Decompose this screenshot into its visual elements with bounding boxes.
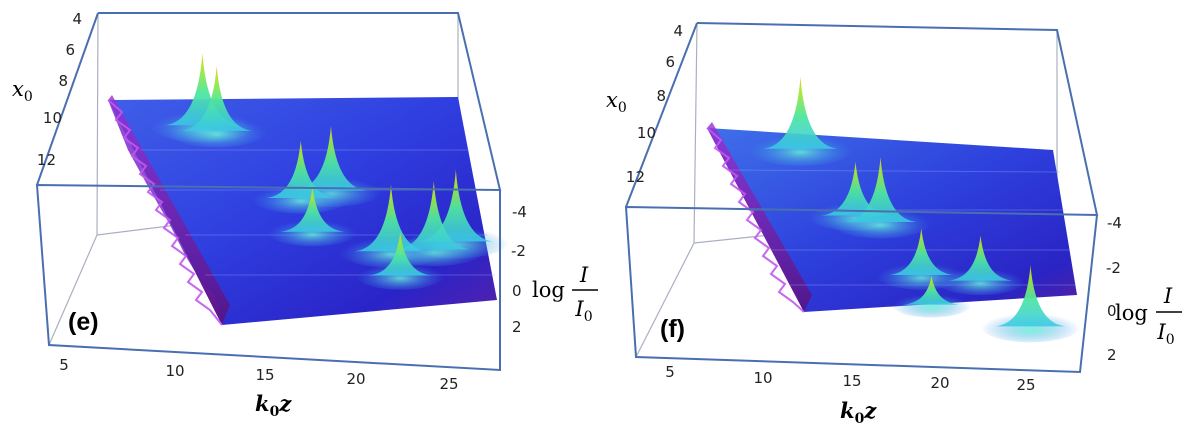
peak-glow — [267, 217, 358, 247]
surface-peak — [417, 169, 494, 242]
panel-f-x0-tick: 8 — [656, 87, 666, 105]
surface-peak — [903, 275, 960, 305]
panel-e-intensity-tick: 0 — [512, 282, 522, 300]
panel-e-x0-tick: 10 — [43, 109, 62, 127]
panel-f: 4 6 8 10 12 x0 5 10 15 20 25 k0z -4 -2 0… — [606, 22, 1182, 427]
panel-f-intensity-tick: 0 — [1107, 302, 1117, 320]
surface-peak — [164, 53, 241, 126]
panel-e-intensity-ticks: -4 -2 0 2 — [511, 203, 527, 336]
panel-f-label: (f) — [660, 315, 685, 343]
surface-peak — [368, 232, 432, 276]
panel-f-z-tick: 15 — [842, 372, 861, 390]
peak-glow — [980, 310, 1081, 343]
svg-text:I: I — [579, 263, 589, 287]
surface-peak — [294, 125, 368, 191]
panel-f-x0-tick: 10 — [637, 124, 656, 142]
panel-e-x0-tick: 8 — [58, 72, 68, 90]
panel-f-z-tick: 5 — [665, 363, 675, 381]
panel-f-x0-label: x0 — [606, 88, 627, 116]
panel-e-x0-tick: 6 — [65, 41, 75, 59]
surface-peak — [396, 181, 471, 250]
panel-e-intensity-tick: -2 — [511, 242, 526, 260]
panel-e-z-label: k0z — [255, 391, 292, 420]
panel-f-z-tick: 20 — [930, 374, 949, 392]
panel-f-intensity-tick: 2 — [1107, 346, 1117, 364]
panel-e-z-tick: 15 — [255, 366, 274, 384]
panel-e-x0-ticks: 4 6 8 10 12 — [37, 10, 82, 169]
panel-f-x0-tick: 12 — [626, 168, 645, 186]
panel-e-intensity-tick: -4 — [512, 203, 527, 221]
panel-f-x0-tick: 6 — [665, 53, 675, 71]
panel-e-z-tick: 25 — [439, 375, 458, 393]
panel-e-intensity-tick: 2 — [512, 318, 522, 336]
panel-f-x0-tick: 4 — [673, 22, 683, 40]
panel-e-front-box — [35, 12, 502, 372]
surface-peak — [354, 184, 428, 252]
surface-peak — [180, 66, 254, 131]
surface-peak — [821, 161, 890, 216]
surface-peak — [994, 265, 1067, 327]
panel-e-label: (e) — [68, 308, 99, 336]
panel-e-x0-tick: 12 — [37, 151, 56, 169]
panel-e: 4 6 8 10 12 x0 5 10 15 20 25 k0z -4 -2 0… — [12, 10, 598, 420]
svg-text:log: log — [1115, 301, 1148, 325]
svg-text:I0: I0 — [574, 297, 592, 325]
panel-e-x0-label: x0 — [12, 77, 33, 105]
svg-text:log: log — [532, 278, 565, 302]
panel-e-peaks — [149, 53, 510, 290]
panel-e-z-ticks: 5 10 15 20 25 — [59, 356, 458, 393]
panel-f-z-label: k0z — [840, 398, 877, 427]
panel-e-intensity-label: log I I0 — [532, 263, 598, 325]
surface-peak — [762, 76, 839, 149]
panel-f-intensity-tick: -4 — [1107, 214, 1122, 232]
panel-f-intensity-tick: -2 — [1106, 259, 1121, 277]
panel-e-z-tick: 10 — [165, 362, 184, 380]
panel-f-x0-ticks: 4 6 8 10 12 — [626, 22, 683, 186]
svg-text:I0: I0 — [1156, 320, 1174, 348]
panel-f-z-ticks: 5 10 15 20 25 — [665, 363, 1035, 394]
panel-f-intensity-ticks: -4 -2 0 2 — [1106, 214, 1122, 364]
surface-peak — [888, 228, 954, 276]
panel-f-z-tick: 10 — [753, 369, 772, 387]
panel-f-intensity-label: log I I0 — [1115, 284, 1182, 348]
surface-peak — [280, 186, 345, 232]
surface-peak — [265, 140, 336, 198]
peak-glow — [339, 234, 443, 268]
panel-f-front-box — [624, 22, 1099, 374]
svg-text:I: I — [1163, 284, 1173, 308]
panel-f-z-tick: 25 — [1016, 376, 1035, 394]
panel-e-z-tick: 5 — [59, 356, 69, 374]
panel-e-z-tick: 20 — [346, 370, 365, 388]
panel-f-peaks — [747, 76, 1081, 343]
surface-peak — [844, 157, 917, 222]
surface-peak — [948, 235, 1013, 281]
panel-e-x0-tick: 4 — [72, 10, 82, 28]
